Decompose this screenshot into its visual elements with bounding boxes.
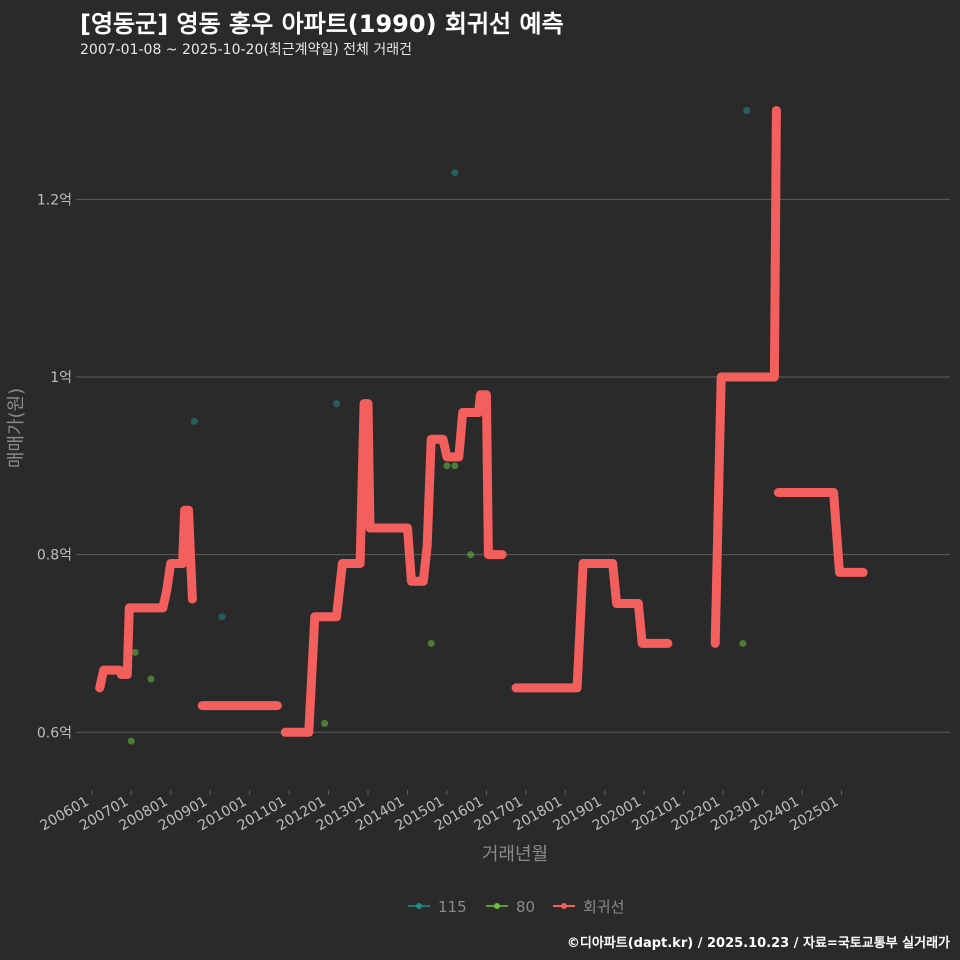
regression-line-segment (773, 488, 868, 577)
regression-line-segment (95, 505, 197, 693)
scatter-point-80 (127, 737, 135, 745)
regression-lines (95, 106, 868, 737)
chart-title: [영동군] 영동 홍우 아파트(1990) 회귀선 예측 (80, 10, 564, 38)
scatter-point-115 (218, 613, 226, 621)
scatter-point-80 (321, 719, 329, 727)
legend-item-2: 80 (486, 898, 535, 916)
source-caption: ©디아파트(dapt.kr) / 2025.10.23 / 자료=국토교통부 실… (566, 936, 950, 951)
y-tick-label: 1억 (50, 370, 72, 386)
legend-label: 80 (516, 898, 535, 916)
y-axis-ticks: 0.6억 0.8억 1억 1.2억 (37, 192, 80, 741)
y-axis-title: 매매가(원) (6, 388, 27, 468)
legend-key-dot (494, 903, 500, 909)
regression-line-segment (280, 390, 507, 737)
y-tick-label: 1.2억 (37, 192, 72, 208)
scatter-point-115 (743, 107, 751, 115)
regression-line-segment (511, 559, 673, 693)
legend-key-dot (561, 903, 567, 909)
legend-item-1: 115 (408, 898, 467, 916)
y-tick-label: 0.6억 (37, 725, 72, 741)
scatter-point-80 (739, 639, 747, 647)
scatter-point-80 (147, 675, 155, 683)
chart-subtitle: 2007-01-08 ~ 2025-10-20(최근계약일) 전체 거래건 (80, 42, 412, 58)
scatter-point-115 (332, 400, 340, 408)
grid-lines (80, 198, 950, 733)
scatter-point-80 (443, 462, 451, 470)
legend-label: 회귀선 (583, 898, 624, 916)
scatter-point-80 (451, 462, 459, 470)
legend-item-3: 회귀선 (553, 898, 624, 916)
scatter-point-115 (451, 169, 459, 177)
legend-label: 115 (438, 898, 467, 916)
legend-key-dot (416, 903, 422, 909)
x-axis-title: 거래년월 (482, 844, 548, 865)
scatter-point-80 (467, 551, 475, 559)
scatter-point-115 (190, 417, 198, 425)
y-tick-label: 0.8억 (37, 548, 72, 564)
scatter-point-80 (427, 639, 435, 647)
x-axis-ticks: 2006012007012008012009012010012011012012… (38, 790, 842, 834)
legend: 115 80 회귀선 (408, 898, 624, 916)
scatter-point-80 (131, 648, 139, 656)
scatter-points (127, 107, 751, 745)
regression-line-segment (710, 106, 781, 648)
